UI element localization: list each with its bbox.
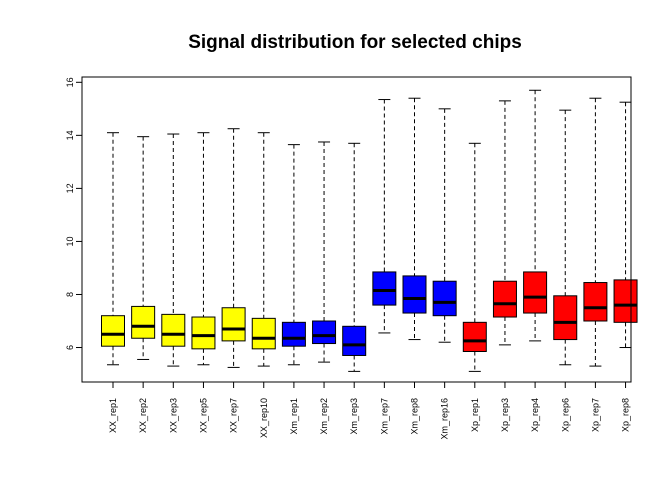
- box-iqr: [312, 320, 337, 345]
- box-XX_rep5: [191, 132, 216, 366]
- box-iqr: [462, 321, 487, 352]
- box-iqr: [221, 307, 246, 342]
- y-tick-label: 8: [65, 292, 75, 297]
- x-tick-label: Xm_rep2: [319, 398, 329, 435]
- x-axis-labels: XX_rep1 XX_rep2 XX_rep3 XX_rep5 XX_rep7 XX_re…: [108, 382, 631, 440]
- x-tick-label: Xm_rep1: [289, 398, 299, 435]
- box-iqr: [583, 282, 608, 322]
- box-iqr: [342, 325, 367, 356]
- box-XX_rep3: [161, 133, 186, 367]
- box-Xm_rep16: [432, 108, 457, 343]
- x-tick-label: XX_rep3: [168, 398, 178, 433]
- box-Xm_rep7: [372, 99, 397, 334]
- x-tick-label: Xm_rep16: [440, 398, 450, 440]
- y-tick-label: 6: [65, 345, 75, 350]
- x-tick-label: XX_rep7: [229, 398, 239, 433]
- x-tick-label: Xm_rep3: [349, 398, 359, 435]
- x-tick-label: Xp_rep3: [500, 398, 510, 432]
- box-iqr: [492, 280, 517, 318]
- box-iqr: [161, 313, 186, 347]
- box-iqr: [523, 271, 548, 314]
- box-series: [101, 89, 638, 372]
- box-XX_rep10: [251, 132, 276, 367]
- box-iqr: [553, 295, 578, 341]
- box-iqr: [191, 316, 216, 350]
- box-Xm_rep1: [281, 144, 306, 366]
- x-tick-label: XX_rep5: [198, 398, 208, 433]
- x-tick-label: XX_rep1: [108, 398, 118, 433]
- box-iqr: [372, 271, 397, 306]
- box-Xp_rep4: [523, 89, 548, 342]
- box-Xm_rep2: [312, 141, 337, 363]
- x-tick-label: Xm_rep7: [379, 398, 389, 435]
- box-iqr: [613, 279, 638, 323]
- box-Xp_rep7: [583, 97, 608, 367]
- y-axis: 6 8 10 12 14 16: [65, 77, 83, 350]
- x-tick-label: Xp_rep1: [470, 398, 480, 432]
- box-iqr: [281, 321, 306, 347]
- y-tick-label: 14: [65, 130, 75, 140]
- plot-frame: [81, 76, 632, 383]
- box-Xp_rep3: [492, 100, 517, 346]
- x-tick-label: Xp_rep4: [530, 398, 540, 432]
- y-tick-label: 10: [65, 236, 75, 246]
- x-tick-label: Xp_rep8: [621, 398, 631, 432]
- y-tick-label: 12: [65, 183, 75, 193]
- box-iqr: [251, 317, 276, 350]
- box-Xp_rep6: [553, 109, 578, 366]
- x-tick-label: XX_rep2: [138, 398, 148, 433]
- x-tick-label: Xp_rep6: [560, 398, 570, 432]
- box-iqr: [101, 315, 125, 347]
- y-tick-label: 16: [65, 77, 75, 87]
- box-XX_rep2: [131, 136, 156, 360]
- x-tick-label: Xp_rep7: [590, 398, 600, 432]
- box-Xm_rep8: [402, 97, 427, 341]
- box-XX_rep7: [221, 128, 246, 368]
- box-Xp_rep8: [613, 101, 638, 349]
- box-iqr: [402, 275, 427, 314]
- chart-title: Signal distribution for selected chips: [188, 32, 522, 53]
- x-tick-label: XX_rep10: [259, 398, 269, 438]
- box-Xp_rep1: [462, 142, 487, 372]
- x-tick-label: Xm_rep8: [410, 398, 420, 435]
- box-XX_rep1: [101, 132, 125, 366]
- box-iqr: [432, 280, 457, 317]
- box-Xm_rep3: [342, 142, 367, 372]
- box-iqr: [131, 305, 156, 339]
